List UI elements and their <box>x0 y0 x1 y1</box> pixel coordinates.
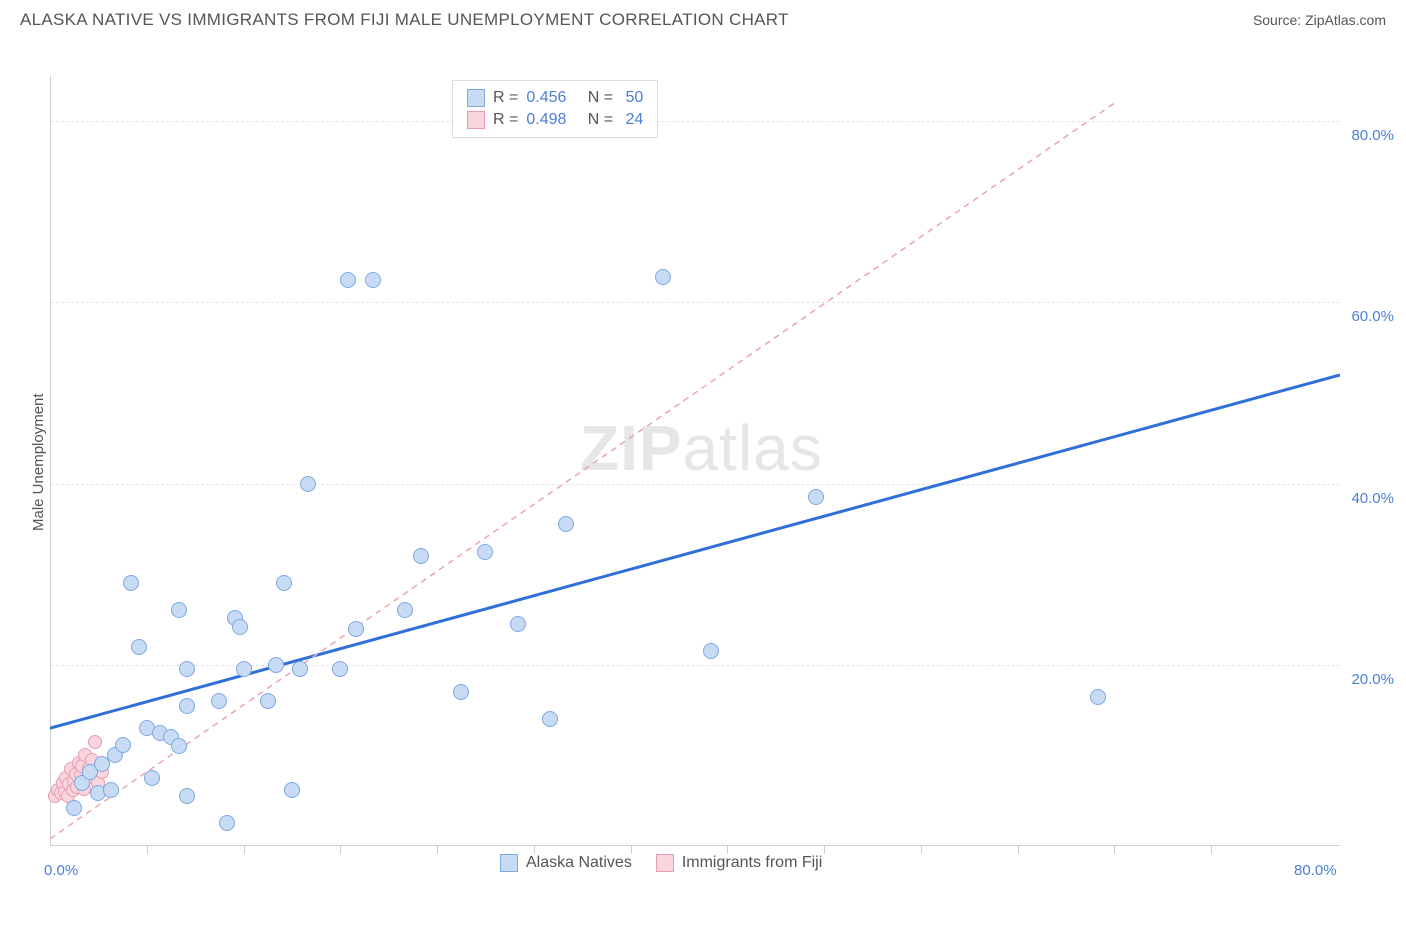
trend-lines <box>0 36 1406 928</box>
data-point <box>655 269 671 285</box>
data-point <box>365 272 381 288</box>
data-point <box>703 643 719 659</box>
data-point <box>808 489 824 505</box>
chart-container: ZIPatlas 20.0%40.0%60.0%80.0%Male Unempl… <box>0 36 1406 886</box>
trend-line <box>50 103 1114 839</box>
correlation-legend: R = 0.456 N = 50R = 0.498 N = 24 <box>452 80 658 138</box>
data-point <box>542 711 558 727</box>
legend-swatch <box>656 854 674 872</box>
data-point <box>232 619 248 635</box>
data-point <box>88 735 102 749</box>
legend-item: Immigrants from Fiji <box>656 854 822 872</box>
data-point <box>284 782 300 798</box>
data-point <box>171 738 187 754</box>
data-point <box>144 770 160 786</box>
chart-title: ALASKA NATIVE VS IMMIGRANTS FROM FIJI MA… <box>20 10 789 30</box>
series-legend: Alaska Natives Immigrants from Fiji <box>500 854 822 872</box>
legend-item: Alaska Natives <box>500 854 632 872</box>
data-point <box>211 693 227 709</box>
source-label: Source: ZipAtlas.com <box>1253 12 1386 28</box>
data-point <box>236 661 252 677</box>
data-point <box>558 516 574 532</box>
data-point <box>292 661 308 677</box>
data-point <box>171 602 187 618</box>
data-point <box>332 661 348 677</box>
data-point <box>268 657 284 673</box>
data-point <box>219 815 235 831</box>
data-point <box>123 575 139 591</box>
data-point <box>340 272 356 288</box>
legend-row: R = 0.498 N = 24 <box>467 109 643 131</box>
data-point <box>260 693 276 709</box>
data-point <box>413 548 429 564</box>
data-point <box>179 698 195 714</box>
legend-swatch <box>467 111 485 129</box>
legend-swatch <box>467 89 485 107</box>
data-point <box>348 621 364 637</box>
data-point <box>115 737 131 753</box>
header: ALASKA NATIVE VS IMMIGRANTS FROM FIJI MA… <box>0 0 1406 36</box>
data-point <box>179 788 195 804</box>
legend-swatch <box>500 854 518 872</box>
data-point <box>453 684 469 700</box>
data-point <box>131 639 147 655</box>
data-point <box>1090 689 1106 705</box>
data-point <box>66 800 82 816</box>
legend-row: R = 0.456 N = 50 <box>467 87 643 109</box>
data-point <box>477 544 493 560</box>
data-point <box>300 476 316 492</box>
data-point <box>276 575 292 591</box>
data-point <box>179 661 195 677</box>
data-point <box>510 616 526 632</box>
data-point <box>397 602 413 618</box>
data-point <box>103 782 119 798</box>
